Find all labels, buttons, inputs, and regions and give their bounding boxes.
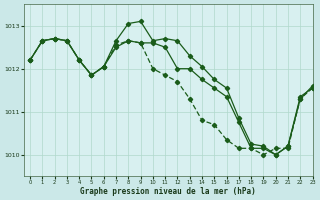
X-axis label: Graphe pression niveau de la mer (hPa): Graphe pression niveau de la mer (hPa) xyxy=(80,187,256,196)
